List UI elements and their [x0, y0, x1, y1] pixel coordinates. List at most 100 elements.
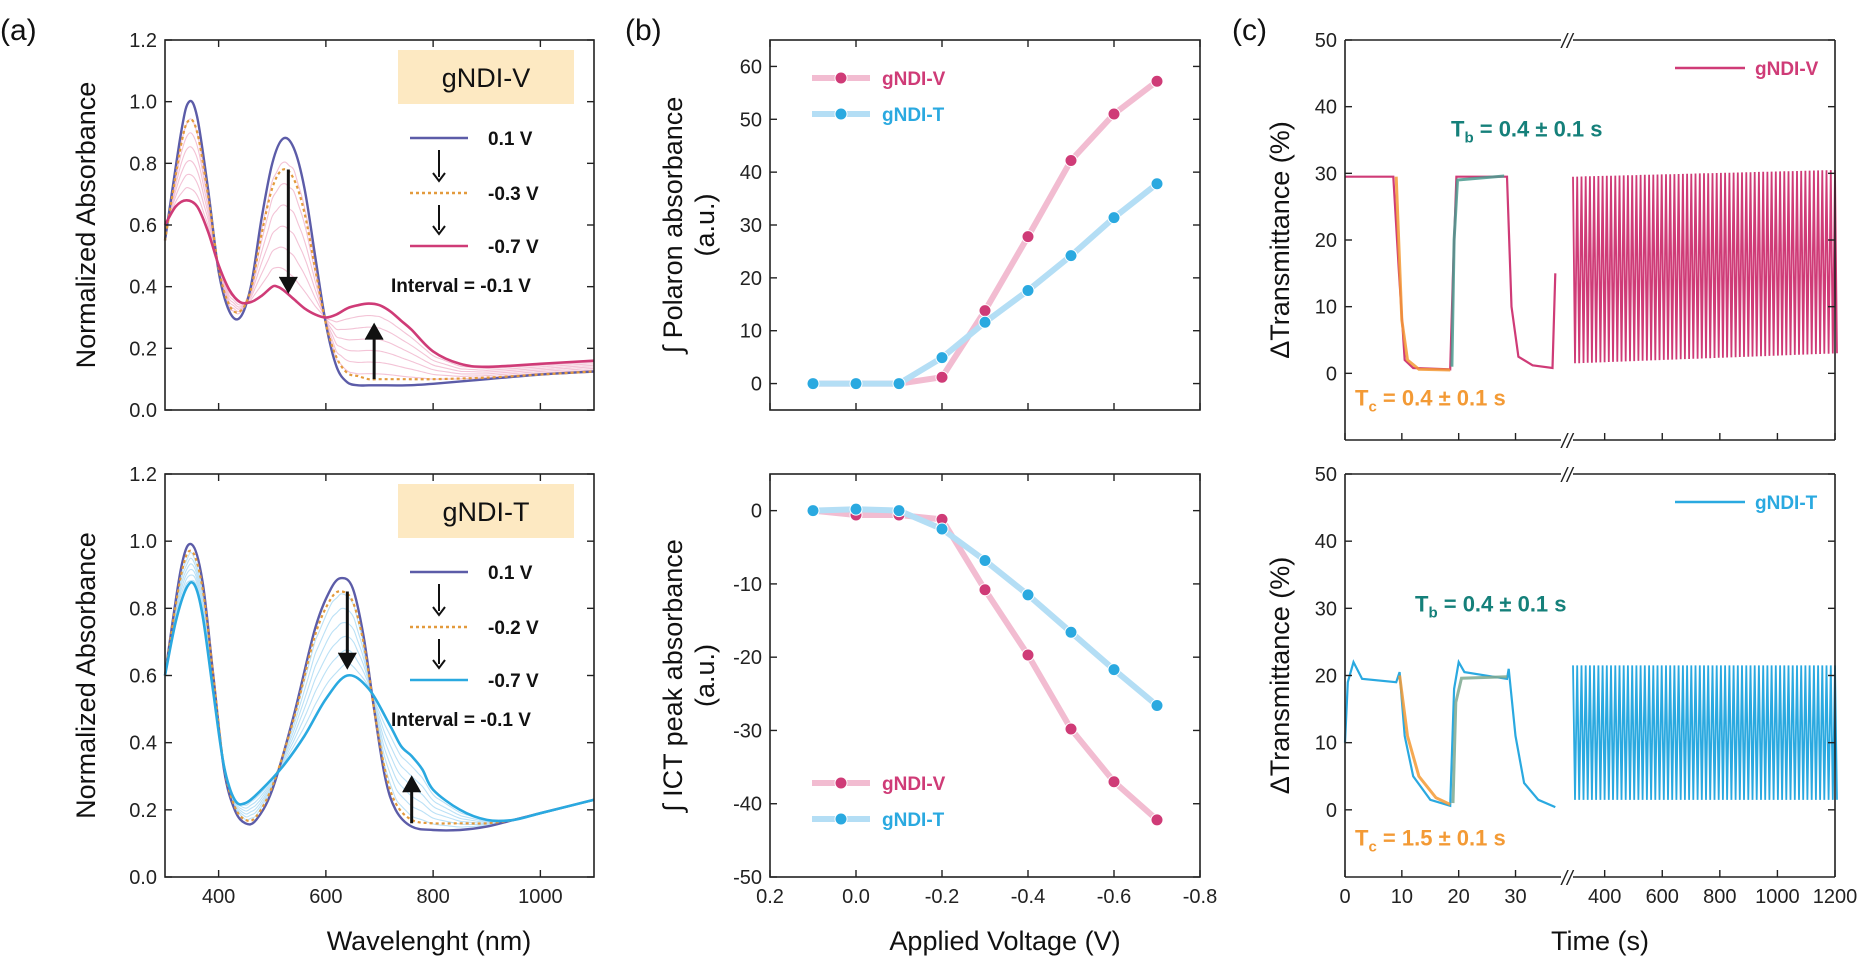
data-point — [849, 377, 863, 391]
transmittance-xtick-label: 10 — [1391, 886, 1413, 908]
transmittance-ytick-label: 50 — [1315, 30, 1337, 52]
sample-box — [398, 484, 574, 538]
spectrum-ytick-label: 0.4 — [129, 733, 157, 755]
legend-label: gNDI-V — [1755, 59, 1819, 80]
y-axis-label: ΔTransmittance (%) — [1265, 557, 1295, 795]
panel-label-b: (b) — [625, 14, 662, 47]
transmittance-xtick-label: 1200 — [1813, 886, 1858, 908]
y-axis-label: Normalized Absorbance — [71, 532, 101, 819]
transmittance-xtick-label: 400 — [1588, 886, 1621, 908]
spectrum-line-mid — [163, 118, 595, 381]
data-point — [1107, 775, 1121, 789]
spectrum-ytick-label: 0.8 — [129, 598, 157, 620]
legend-marker — [834, 107, 848, 121]
y-axis-label-line1: ∫ Polaron absorbance — [658, 97, 688, 356]
voltage-ytick-label: -40 — [733, 794, 762, 816]
voltage-xtick-label: 0.2 — [756, 886, 784, 908]
bleaching-fit-line — [1450, 174, 1505, 367]
legend-label: 0.1 V — [488, 563, 533, 584]
y-axis-label-line1: ∫ ICT peak absorbance — [658, 539, 688, 814]
data-point — [1064, 625, 1078, 639]
legend-label: -0.3 V — [488, 184, 539, 205]
spectrum-line-start — [163, 542, 595, 832]
spectrum-line-start — [163, 99, 595, 387]
interval-annotation: Interval = -0.1 V — [391, 276, 531, 297]
spectrum-xtick-label: 1000 — [518, 886, 563, 908]
data-point — [806, 377, 820, 391]
data-point — [935, 351, 949, 365]
b-x-axis-label: Applied Voltage (V) — [889, 926, 1120, 956]
sample-box — [398, 50, 574, 104]
change-arrow-head — [402, 775, 422, 793]
legend-marker — [834, 776, 848, 790]
legend-label: gNDI-T — [1755, 493, 1818, 514]
data-point — [935, 522, 949, 536]
change-arrow-head — [278, 276, 298, 294]
legend-label: 0.1 V — [488, 129, 533, 150]
chart-a-top: 0.0 0.2 0.4 0.6 0.8 1.0 1.2 Normalized Absorban… — [71, 30, 595, 422]
y-axis-label-line2: (a.u.) — [690, 193, 720, 256]
voltage-ytick-label: -10 — [733, 574, 762, 596]
transmittance-xtick-label: 30 — [1504, 886, 1526, 908]
data-point — [978, 315, 992, 329]
data-point — [978, 304, 992, 318]
transmittance-xtick-label: 20 — [1448, 886, 1470, 908]
intermediate-spectrum-line — [164, 132, 595, 377]
data-point — [1021, 648, 1035, 662]
data-point — [1107, 211, 1121, 225]
spectrum-ytick-label: 0.8 — [129, 153, 157, 175]
data-point — [1064, 249, 1078, 263]
transmittance-ytick-label: 50 — [1315, 464, 1337, 486]
spectrum-ytick-label: 1.0 — [129, 531, 157, 553]
spectrum-ytick-label: 0.2 — [129, 338, 157, 360]
voltage-xtick-label: -0.2 — [925, 886, 959, 908]
legend-arrow-head — [432, 659, 446, 670]
voltage-xtick-label: -0.6 — [1097, 886, 1131, 908]
legend-label: gNDI-T — [882, 105, 945, 126]
transmittance-ytick-label: 0 — [1326, 800, 1337, 822]
voltage-ytick-label: 60 — [740, 56, 762, 78]
legend-label: gNDI-T — [882, 810, 945, 831]
data-point — [1150, 813, 1164, 827]
voltage-frame — [769, 473, 1201, 878]
change-arrow-head — [364, 322, 384, 340]
transmittance-cycles — [1572, 169, 1838, 364]
spectrum-ytick-label: 0.0 — [129, 400, 157, 422]
data-point — [892, 504, 906, 518]
chart-c-bottom: // // 0 10 20 30 40 50 0 10 20 30 400 600 800 1000 1200 Δ… — [1265, 464, 1857, 908]
voltage-xtick-label: 0.0 — [842, 886, 870, 908]
voltage-ytick-label: 10 — [740, 321, 762, 343]
interval-annotation: Interval = -0.1 V — [391, 710, 531, 731]
spectrum-line-mid — [163, 549, 595, 825]
sample-box-label: gNDI-V — [442, 63, 531, 93]
a-x-axis-label: Wavelenght (nm) — [327, 926, 532, 956]
chart-a-bottom: 0.0 0.2 0.4 0.6 0.8 1.0 1.2 400 600 800 1000 Normal… — [71, 464, 595, 908]
spectrum-line-end — [163, 580, 595, 823]
data-point — [1064, 154, 1078, 168]
panel-label-a: (a) — [0, 14, 37, 47]
transmittance-xtick-label: 800 — [1703, 886, 1736, 908]
spectrum-ytick-label: 0.0 — [129, 867, 157, 889]
spectrum-xtick-label: 400 — [202, 886, 235, 908]
transmittance-trace-left — [1345, 175, 1557, 371]
axis-break-mark: // — [1559, 465, 1575, 487]
bleaching-time-annotation: Tb = 0.4 ± 0.1 s — [1415, 592, 1567, 622]
series-line-gNDI-T — [813, 181, 1159, 387]
transmittance-xtick-label: 600 — [1646, 886, 1679, 908]
voltage-xtick-label: -0.8 — [1183, 886, 1217, 908]
voltage-ytick-label: 50 — [740, 109, 762, 131]
data-point — [1107, 107, 1121, 121]
data-point — [1021, 284, 1035, 298]
spectrum-xtick-label: 800 — [416, 886, 449, 908]
spectrum-xtick-label: 600 — [309, 886, 342, 908]
data-point — [978, 553, 992, 567]
legend-label: gNDI-V — [882, 774, 946, 795]
spectrum-ytick-label: 1.0 — [129, 92, 157, 114]
legend-marker — [834, 812, 848, 826]
voltage-ytick-label: -20 — [733, 647, 762, 669]
transmittance-ytick-label: 40 — [1315, 97, 1337, 119]
spectrum-ytick-label: 1.2 — [129, 30, 157, 52]
series-line-gNDI-T — [812, 506, 1159, 708]
data-point — [1064, 722, 1078, 736]
data-point — [806, 504, 820, 518]
